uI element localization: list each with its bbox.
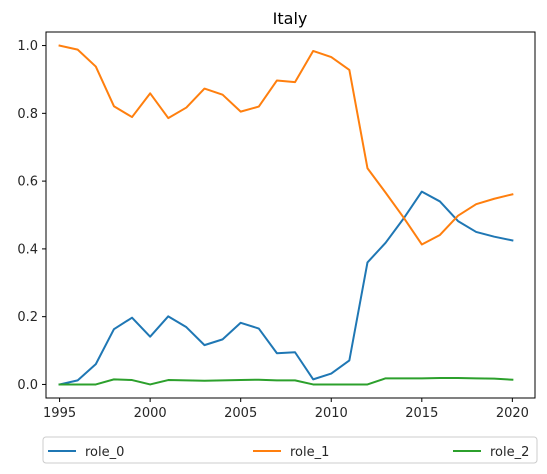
axis-ticks: 1995 2000 2005 2010 2015 2020 0.0 0.2 0.4 0.6 0.8 1… bbox=[17, 39, 529, 421]
x-tick-label: 2000 bbox=[134, 406, 167, 421]
legend: role_0 role_1 role_2 bbox=[42, 436, 538, 464]
axes-frame bbox=[45, 31, 536, 399]
x-tick-label: 2020 bbox=[496, 406, 529, 421]
x-tick-label: 2015 bbox=[405, 406, 438, 421]
legend-label-role_0: role_0 bbox=[85, 445, 124, 460]
y-tick-label: 0.2 bbox=[17, 310, 38, 325]
legend-label-role_1: role_1 bbox=[290, 445, 329, 460]
legend-label-role_2: role_2 bbox=[490, 445, 529, 460]
series-line-role_2 bbox=[58, 377, 514, 386]
y-tick-label: 0.6 bbox=[17, 175, 38, 190]
plot-area bbox=[58, 44, 514, 386]
y-tick-label: 0.0 bbox=[17, 378, 38, 393]
y-tick-label: 0.4 bbox=[17, 242, 38, 257]
x-tick-label: 1995 bbox=[43, 406, 76, 421]
legend-box bbox=[42, 436, 538, 464]
x-tick-label: 2010 bbox=[315, 406, 348, 421]
chart-title: Italy bbox=[273, 9, 308, 28]
y-tick-label: 1.0 bbox=[17, 39, 38, 54]
y-tick-label: 0.8 bbox=[17, 107, 38, 122]
series-line-role_1 bbox=[58, 44, 514, 246]
series-line-role_0 bbox=[58, 190, 514, 386]
x-tick-label: 2005 bbox=[224, 406, 257, 421]
